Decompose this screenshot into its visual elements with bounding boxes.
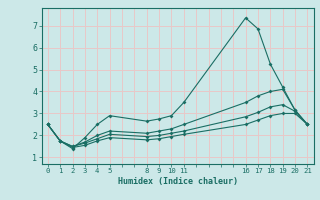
X-axis label: Humidex (Indice chaleur): Humidex (Indice chaleur) xyxy=(118,177,237,186)
